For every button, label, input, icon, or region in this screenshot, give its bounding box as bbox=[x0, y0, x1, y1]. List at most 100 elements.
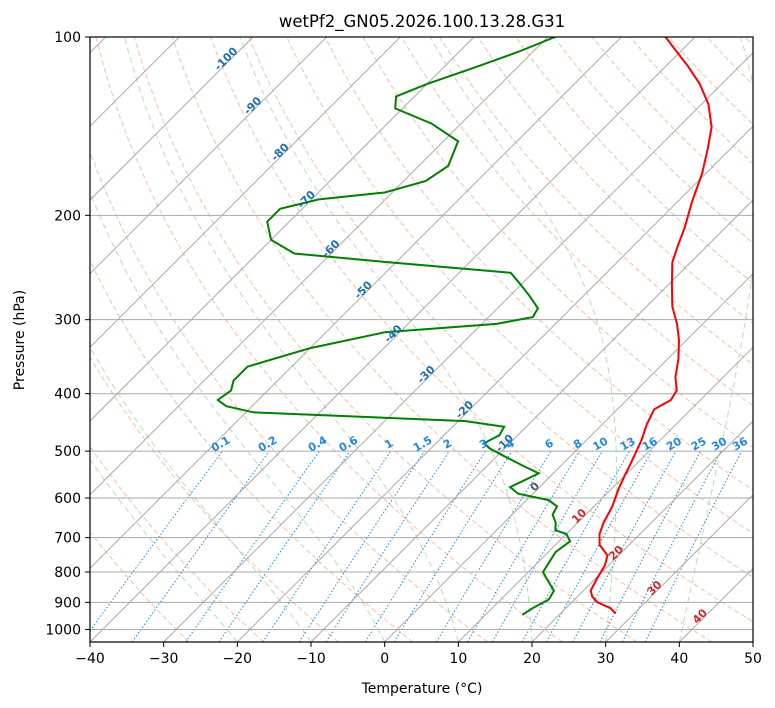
isotherm-label: -50 bbox=[352, 278, 375, 301]
x-tick-label: −10 bbox=[296, 651, 326, 667]
isotherm-line bbox=[90, 37, 475, 422]
mixing-ratio-line bbox=[90, 450, 223, 632]
dewpoint-line bbox=[216, 37, 572, 616]
y-tick-label: 400 bbox=[54, 387, 81, 403]
mixing-ratio-line bbox=[599, 450, 701, 642]
x-tick-label: 50 bbox=[744, 651, 762, 667]
dry-adiabat bbox=[171, 37, 712, 642]
y-tick-label: 200 bbox=[54, 208, 81, 224]
dry-adiabat bbox=[400, 37, 753, 407]
mixing-ratio-line bbox=[298, 450, 425, 642]
isotherm-line bbox=[457, 346, 753, 642]
isotherm-label: -80 bbox=[269, 140, 292, 163]
mixing-ratio-label: 6 bbox=[543, 436, 556, 451]
dry-adiabat bbox=[248, 37, 753, 578]
mixing-ratio-label: 1 bbox=[382, 437, 395, 452]
dry-adiabat bbox=[553, 37, 753, 244]
isotherm-label: 40 bbox=[690, 606, 710, 626]
mixing-ratio-line bbox=[393, 450, 513, 642]
y-tick-label: 600 bbox=[54, 491, 81, 507]
dry-adiabat bbox=[90, 150, 488, 642]
dry-adiabat bbox=[706, 37, 753, 86]
isotherm-label: -100 bbox=[212, 44, 241, 73]
dry-adiabat bbox=[90, 356, 339, 642]
grid-lines bbox=[90, 37, 753, 642]
y-tick-label: 800 bbox=[54, 565, 81, 581]
isotherm-line bbox=[90, 37, 549, 496]
dry-adiabat bbox=[133, 37, 638, 642]
mixing-ratio-line bbox=[521, 450, 630, 642]
chart-title: wetPf2_GN05.2026.100.13.28.G31 bbox=[279, 12, 565, 32]
y-tick-label: 700 bbox=[54, 531, 81, 547]
moist-adiabat bbox=[239, 37, 533, 642]
x-tick-label: −40 bbox=[75, 651, 105, 667]
y-axis-label: Pressure (hPa) bbox=[12, 290, 28, 390]
mixing-ratio-line bbox=[185, 450, 320, 642]
isotherm-line bbox=[90, 37, 328, 275]
isotherm-line bbox=[90, 37, 622, 570]
x-tick-label: −30 bbox=[149, 651, 179, 667]
y-axis: 100 200 300 400 500 600 700 800 900 1000 bbox=[45, 30, 90, 638]
x-tick-label: 20 bbox=[523, 651, 541, 667]
y-tick-label: 900 bbox=[54, 595, 81, 611]
temperature-line bbox=[589, 37, 713, 615]
dry-adiabat bbox=[90, 531, 190, 642]
isotherm-line bbox=[678, 567, 753, 642]
isotherm-line bbox=[310, 199, 753, 642]
plot-frame bbox=[89, 36, 754, 643]
y-tick-label: 1000 bbox=[45, 622, 81, 638]
isotherm-label: -90 bbox=[241, 94, 264, 117]
x-axis: −40 −30 −20 −10 0 10 20 30 40 50 bbox=[75, 642, 762, 667]
mixing-ratio-line bbox=[262, 450, 392, 642]
isotherm-line bbox=[605, 493, 753, 642]
isotherm-line bbox=[236, 125, 753, 642]
isotherm-line bbox=[752, 641, 753, 642]
isotherm-label: 30 bbox=[645, 578, 665, 598]
dry-adiabat bbox=[95, 37, 563, 642]
dry-adiabat bbox=[362, 37, 753, 449]
isotherm-label: -70 bbox=[295, 188, 318, 211]
isotherm-line bbox=[384, 272, 753, 642]
mixing-ratio-line bbox=[572, 450, 677, 642]
moist-adiabat bbox=[429, 37, 617, 642]
mixing-ratio-label: 2 bbox=[441, 437, 454, 452]
moist-adiabat bbox=[124, 37, 459, 642]
isotherm-line bbox=[90, 37, 254, 201]
mixing-ratio-line bbox=[325, 450, 450, 642]
moist-adiabat bbox=[90, 346, 312, 642]
moist-adiabat bbox=[90, 458, 238, 642]
isotherm-label: -20 bbox=[453, 398, 476, 421]
mixing-ratio-line bbox=[218, 450, 351, 642]
dry-adiabat bbox=[210, 37, 753, 623]
x-tick-label: 30 bbox=[597, 651, 615, 667]
x-tick-label: 0 bbox=[380, 651, 389, 667]
y-tick-label: 500 bbox=[54, 444, 81, 460]
isotherm-line bbox=[90, 37, 401, 349]
moist-adiabat bbox=[90, 190, 386, 642]
x-tick-label: −20 bbox=[223, 651, 253, 667]
dry-adiabat bbox=[668, 37, 753, 125]
mixing-ratio-line bbox=[644, 450, 743, 642]
dry-adiabat bbox=[90, 445, 264, 642]
dry-adiabat bbox=[324, 37, 753, 491]
dry-adiabat bbox=[744, 37, 753, 47]
isotherm-line bbox=[163, 51, 753, 642]
y-tick-label: 300 bbox=[54, 313, 81, 329]
mixing-ratio-line bbox=[621, 450, 722, 642]
isotherm-label: -40 bbox=[382, 322, 405, 345]
x-axis-label: Temperature (°C) bbox=[361, 681, 483, 697]
isotherm-line bbox=[90, 37, 696, 642]
dry-adiabat bbox=[438, 37, 753, 366]
moist-adiabat bbox=[678, 37, 753, 642]
isotherm-label: -30 bbox=[415, 363, 438, 386]
mixing-ratio-line bbox=[364, 450, 486, 642]
x-tick-label: 40 bbox=[670, 651, 688, 667]
mixing-ratio-line bbox=[545, 450, 653, 642]
mixing-ratio-line bbox=[131, 450, 270, 642]
series-lines bbox=[216, 37, 713, 616]
y-tick-label: 100 bbox=[54, 30, 81, 46]
isotherm-label: 10 bbox=[569, 506, 589, 526]
background-lines bbox=[90, 37, 753, 642]
x-tick-label: 10 bbox=[449, 651, 467, 667]
